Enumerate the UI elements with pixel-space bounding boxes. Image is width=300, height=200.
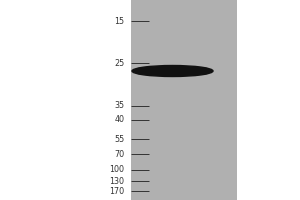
Ellipse shape — [132, 66, 213, 76]
Text: 170: 170 — [110, 186, 124, 196]
Text: 70: 70 — [114, 150, 124, 159]
Text: 55: 55 — [114, 134, 124, 144]
Text: 40: 40 — [115, 116, 124, 124]
Text: 35: 35 — [114, 101, 124, 110]
Text: 100: 100 — [110, 166, 124, 174]
Text: 130: 130 — [110, 177, 124, 186]
Bar — [130, 0, 237, 200]
Text: 15: 15 — [114, 17, 124, 25]
Text: 25: 25 — [114, 58, 124, 68]
